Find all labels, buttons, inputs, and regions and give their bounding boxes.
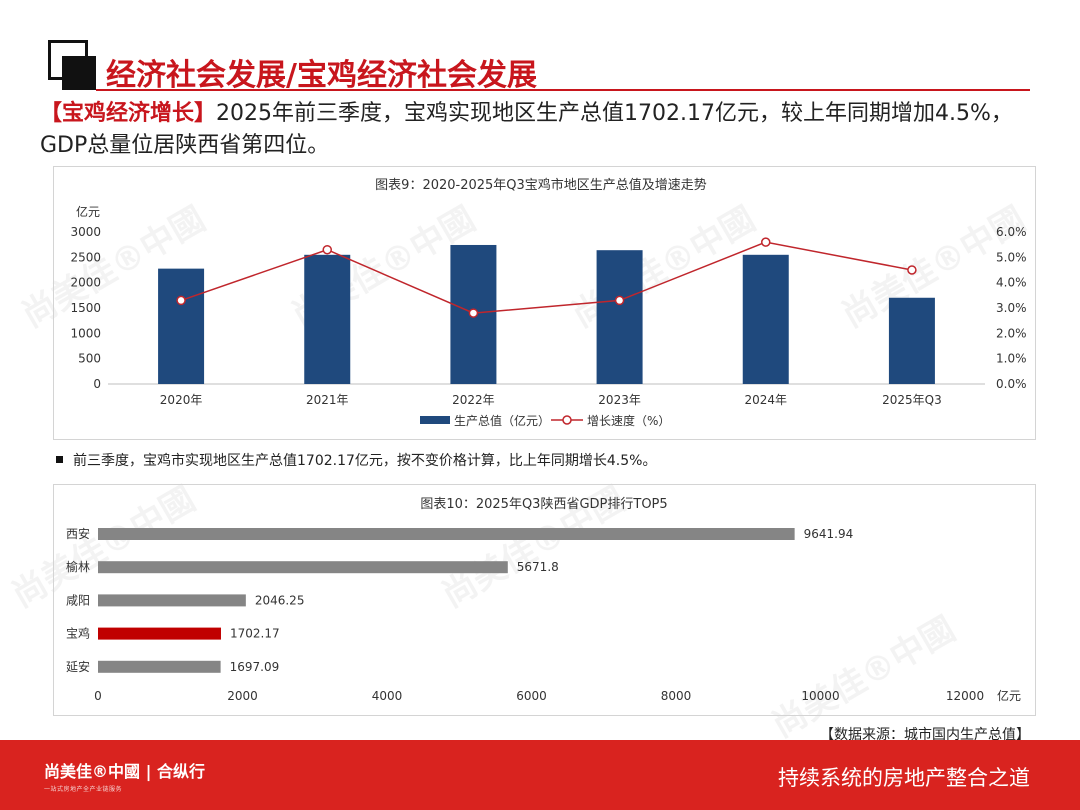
chart2-category-label: 咸阳: [66, 593, 90, 607]
footer-bar: 尚美佳®中國 | 合纵行一站式房地产全产业链服务 持续系统的房地产整合之道: [0, 740, 1080, 810]
chart2-x-tick-label: 6000: [516, 689, 547, 703]
chart2-gdp-ranking: 图表10：2025年Q3陕西省GDP排行TOP5 西安 9641.94 榆林 5671.…: [66, 497, 1021, 703]
chart1-y2-tick-label: 2.0%: [996, 326, 1027, 340]
chart1-growth-point: [322, 244, 332, 255]
chart2-category-label: 西安: [66, 526, 90, 541]
chart1-x-tick-label: 2022年: [452, 393, 495, 407]
chart1-title: 图表9：2020-2025年Q3宝鸡市地区生产总值及增速走势: [375, 177, 707, 193]
chart2-x-tick-label: 0: [94, 689, 102, 703]
chart1-y2-tick-label: 6.0%: [996, 225, 1027, 239]
chart2-x-tick-label: 2000: [227, 689, 258, 703]
chart2-value-label: 2046.25: [255, 593, 305, 607]
page-title: 经济社会发展/宝鸡经济社会发展: [106, 58, 537, 93]
chart1-bar: [888, 297, 935, 384]
footer-brand-sub: 一站式房地产全产业链服务: [44, 786, 123, 793]
intro-text: 2025年前三季度，宝鸡实现地区生产总值1702.17亿元，较上年同期增加4.5…: [40, 101, 1013, 158]
bullet-text: 前三季度，宝鸡市实现地区生产总值1702.17亿元，按不变价格计算，比上年同期增…: [73, 453, 657, 469]
chart1-legend-swatch-bar: [420, 416, 450, 424]
chart1-x-tick-label: 2020年: [160, 393, 203, 407]
chart1-growth-point: [614, 295, 625, 306]
chart2-value-label: 5671.8: [517, 560, 559, 574]
bullet-note: 前三季度，宝鸡市实现地区生产总值1702.17亿元，按不变价格计算，比上年同期增…: [56, 450, 656, 470]
chart1-legend-swatch-marker: [562, 415, 572, 425]
chart1-y-tick-label: 500: [78, 352, 101, 366]
chart1-y2-tick-label: 5.0%: [996, 250, 1027, 264]
chart1-bar: [304, 254, 351, 384]
chart2-category-label: 延安: [66, 659, 90, 674]
chart1-growth-point: [176, 295, 186, 306]
chart2-bar: [98, 594, 246, 607]
chart2-category-label: 榆林: [66, 559, 90, 574]
chart1-bar: [742, 254, 789, 384]
chart2-category-label: 宝鸡: [66, 626, 90, 641]
chart1-growth-line: [180, 241, 913, 314]
chart1-y2-tick-label: 0.0%: [996, 377, 1027, 391]
title-divider: [96, 89, 1030, 91]
bullet-square-icon: [56, 455, 63, 463]
chart1-y-tick-label: 1000: [70, 326, 101, 340]
chart1-y2-tick-label: 4.0%: [996, 276, 1027, 290]
chart2-x-tick-label: 10000: [801, 689, 839, 703]
data-source: 【数据来源：城市国内生产总值】: [820, 727, 1030, 743]
chart1-y2-tick-label: 1.0%: [996, 352, 1027, 366]
chart1-x-tick-label: 2021年: [306, 393, 349, 407]
chart1-y-tick-label: 1500: [70, 301, 101, 315]
chart2-value-label: 1702.17: [230, 627, 280, 641]
chart1-bar: [596, 250, 643, 384]
chart2-bar: [98, 627, 221, 640]
chart1-legend-label-bar: 生产总值（亿元）: [454, 413, 550, 428]
chart1-y-tick-label: 2500: [70, 250, 101, 264]
chart2-value-label: 1697.09: [230, 660, 280, 674]
chart2-bar: [98, 660, 221, 673]
chart1-y-tick-label: 3000: [70, 225, 101, 239]
chart1-growth-point: [761, 237, 771, 247]
chart1-growth-point: [468, 308, 479, 318]
chart1-y-unit: 亿元: [76, 204, 100, 219]
chart1-y-tick-label: 0: [93, 377, 101, 391]
chart1-y-tick-label: 2000: [70, 276, 101, 290]
chart2-bar: [98, 528, 795, 540]
chart2-x-tick-label: 4000: [372, 689, 403, 703]
footer-slogan: 持续系统的房地产整合之道: [778, 766, 1030, 790]
footer-brand-name: 尚美佳®中國 | 合纵行: [44, 762, 205, 781]
chart1-legend-label-line: 增长速度（%）: [587, 413, 670, 428]
chart1-x-tick-label: 2024年: [744, 393, 787, 407]
intro-highlight: 【宝鸡经济增长】: [40, 101, 217, 126]
chart1-x-tick-label: 2025年Q3: [882, 393, 942, 407]
header-logo-square-fill: [62, 56, 96, 90]
chart2-bar: [98, 561, 508, 574]
chart2-x-unit: 亿元: [997, 688, 1021, 703]
chart1-x-tick-label: 2023年: [598, 393, 641, 407]
chart2-frame: [53, 484, 1036, 716]
footer-brand: 尚美佳®中國 | 合纵行一站式房地产全产业链服务: [44, 758, 205, 793]
chart1-bar: [158, 268, 205, 384]
chart2-x-tick-label: 8000: [661, 689, 692, 703]
chart2-x-tick-label: 12000: [946, 689, 984, 703]
chart2-title: 图表10：2025年Q3陕西省GDP排行TOP5: [420, 497, 667, 512]
chart1-y2-tick-label: 3.0%: [996, 301, 1027, 315]
intro-paragraph: 【宝鸡经济增长】2025年前三季度，宝鸡实现地区生产总值1702.17亿元，较上…: [40, 98, 1030, 162]
chart1-growth-point: [907, 265, 917, 275]
chart1-frame: [53, 166, 1036, 440]
chart2-value-label: 9641.94: [804, 527, 854, 541]
